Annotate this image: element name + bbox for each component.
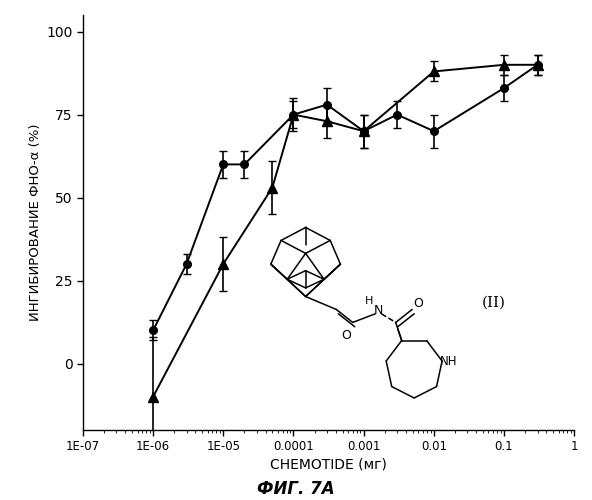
Y-axis label: ИНГИБИРОВАНИЕ ФНО-α (%): ИНГИБИРОВАНИЕ ФНО-α (%) bbox=[29, 124, 42, 322]
X-axis label: CHEMOTIDE (мг): CHEMOTIDE (мг) bbox=[270, 458, 387, 471]
Text: ФИГ. 7А: ФИГ. 7А bbox=[257, 480, 335, 498]
